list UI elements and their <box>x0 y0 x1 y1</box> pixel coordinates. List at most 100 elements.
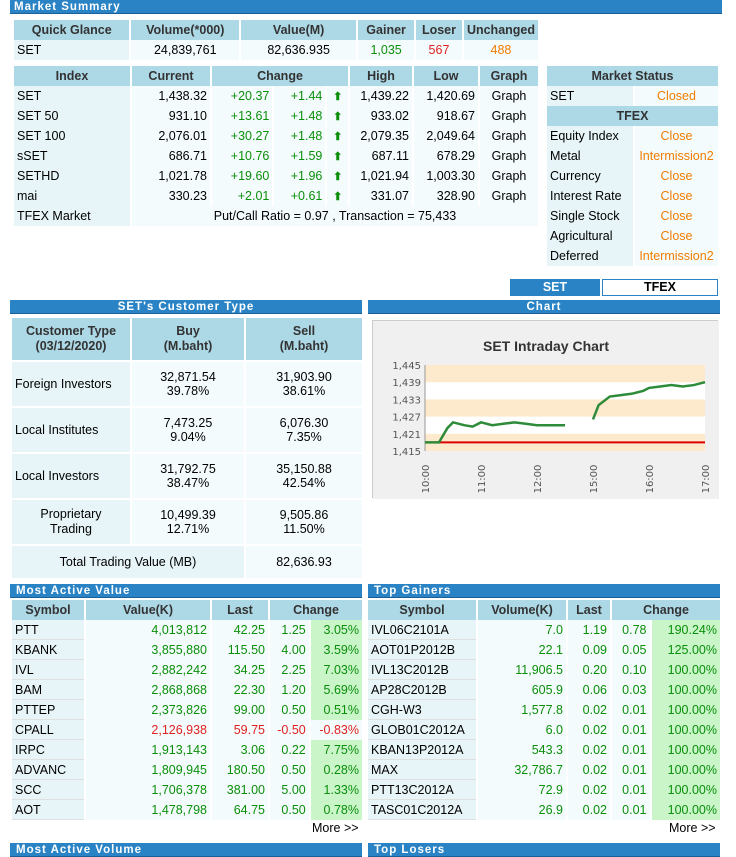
ct-total-value: 82,636.93 <box>246 546 362 578</box>
ct-h1: Buy (M.baht) <box>132 318 244 360</box>
tg-last: 0.06 <box>568 680 610 700</box>
ma-change: 5.00 <box>270 780 309 800</box>
graph-link[interactable]: Graph <box>479 186 538 206</box>
ma-h3: Change <box>270 600 362 620</box>
customer-type-table: Customer Type (03/12/2020) Buy (M.baht) Se… <box>10 316 364 580</box>
customer-buy: 32,871.54 39.78% <box>132 362 244 406</box>
index-name: sSET <box>14 146 130 166</box>
ma-symbol[interactable]: ADVANC <box>12 760 84 780</box>
up-arrow-icon: ⬆ <box>327 126 348 146</box>
customer-type-header: SET's Customer Type <box>10 300 362 314</box>
ma-symbol[interactable]: IVL <box>12 660 84 680</box>
status-market-label: Currency <box>547 166 633 186</box>
buy-value: 31,792.75 <box>160 462 216 476</box>
sell-value: 35,150.88 <box>276 462 332 476</box>
tg-symbol[interactable]: AOT01P2012B <box>368 640 476 660</box>
qg-unchanged: 488 <box>463 40 538 60</box>
ma-symbol[interactable]: BAM <box>12 680 84 700</box>
ma-value: 2,882,242 <box>86 660 210 680</box>
status-value: Close <box>635 206 718 226</box>
ma-change: 1.20 <box>270 680 309 700</box>
ma-change-pct: 1.33% <box>310 780 362 800</box>
tg-change: 0.05 <box>612 640 650 660</box>
ma-change: 1.25 <box>270 620 309 640</box>
ma-value: 1,478,798 <box>86 800 210 820</box>
tg-symbol[interactable]: GLOB01C2012A <box>368 720 476 740</box>
idx-h5: Graph <box>479 66 538 86</box>
tg-change-pct: 100.00% <box>651 680 720 700</box>
tg-h2: Last <box>568 600 610 620</box>
chart-header: Chart <box>368 300 720 314</box>
graph-link[interactable]: Graph <box>479 146 538 166</box>
graph-link[interactable]: Graph <box>479 86 538 106</box>
idx-h0: Index <box>14 66 130 86</box>
tg-symbol[interactable]: IVL13C2012B <box>368 660 476 680</box>
graph-link[interactable]: Graph <box>479 166 538 186</box>
tg-change: 0.01 <box>612 700 650 720</box>
up-arrow-icon: ⬆ <box>327 186 348 206</box>
ma-symbol[interactable]: PTT <box>12 620 84 640</box>
most-active-more-link[interactable]: More >> <box>312 821 359 835</box>
tg-symbol[interactable]: AP28C2012B <box>368 680 476 700</box>
status-market-label: Agricultural <box>547 226 633 246</box>
customer-sell: 31,903.90 38.61% <box>246 362 362 406</box>
buy-value: 7,473.25 <box>163 416 213 430</box>
ma-symbol[interactable]: KBANK <box>12 640 84 660</box>
tg-change: 0.01 <box>612 760 650 780</box>
tg-symbol[interactable]: CGH-W3 <box>368 700 476 720</box>
index-current: 686.71 <box>132 146 210 166</box>
up-arrow-icon: ⬆ <box>327 146 348 166</box>
ma-symbol[interactable]: PTTEP <box>12 700 84 720</box>
index-table: Index Current Change High Low Graph SET 1,438.… <box>12 66 540 226</box>
tg-change: 0.01 <box>612 800 650 820</box>
qg-h3: Gainer <box>358 20 415 40</box>
ma-last: 99.00 <box>212 700 268 720</box>
graph-link[interactable]: Graph <box>479 106 538 126</box>
y-tick-label: 1,427 <box>392 413 421 424</box>
customer-sell: 9,505.86 11.50% <box>246 500 362 544</box>
tab-tfex[interactable]: TFEX <box>602 279 718 296</box>
ma-value: 1,809,945 <box>86 760 210 780</box>
chart-title: SET Intraday Chart <box>483 338 609 354</box>
idx-h1: Current <box>132 66 210 86</box>
tg-last: 0.02 <box>568 780 610 800</box>
index-low: 678.29 <box>413 146 478 166</box>
most-active-table: Symbol Value(K) Last Change PTT 4,013,812 42.… <box>10 600 364 820</box>
index-current: 1,438.32 <box>132 86 210 106</box>
most-active-header: Most Active Value <box>10 584 362 598</box>
qg-gainer: 1,035 <box>358 40 415 60</box>
graph-link[interactable]: Graph <box>479 126 538 146</box>
tg-change-pct: 100.00% <box>651 800 720 820</box>
tg-volume: 32,786.7 <box>478 760 566 780</box>
tg-volume: 1,577.8 <box>478 700 566 720</box>
ma-last: 115.50 <box>212 640 268 660</box>
y-tick-label: 1,439 <box>392 378 421 389</box>
buy-percent: 12.71% <box>166 522 210 536</box>
tg-symbol[interactable]: PTT13C2012A <box>368 780 476 800</box>
qg-market: SET <box>14 40 130 60</box>
y-tick-label: 1,415 <box>392 447 421 458</box>
ma-symbol[interactable]: SCC <box>12 780 84 800</box>
tg-symbol[interactable]: TASC01C2012A <box>368 800 476 820</box>
ma-symbol[interactable]: IRPC <box>12 740 84 760</box>
ma-last: 42.25 <box>212 620 268 640</box>
up-arrow-icon: ⬆ <box>327 86 348 106</box>
index-change-pct: +0.61 <box>274 186 326 206</box>
index-change-pct: +1.48 <box>274 126 326 146</box>
index-high: 331.07 <box>349 186 412 206</box>
index-low: 1,420.69 <box>413 86 478 106</box>
tg-symbol[interactable]: IVL06C2101A <box>368 620 476 640</box>
status-market-label: Single Stock <box>547 206 633 226</box>
ma-symbol[interactable]: AOT <box>12 800 84 820</box>
tab-set[interactable]: SET <box>510 279 600 296</box>
ma-change-pct: 7.03% <box>310 660 362 680</box>
index-low: 328.90 <box>413 186 478 206</box>
index-high: 933.02 <box>349 106 412 126</box>
top-gainers-more-link[interactable]: More >> <box>669 821 716 835</box>
grid-band <box>425 399 705 417</box>
tg-volume: 11,906.5 <box>478 660 566 680</box>
tg-symbol[interactable]: KBAN13P2012A <box>368 740 476 760</box>
tg-symbol[interactable]: MAX <box>368 760 476 780</box>
ma-symbol[interactable]: CPALL <box>12 720 84 740</box>
idx-h2: Change <box>212 66 348 86</box>
